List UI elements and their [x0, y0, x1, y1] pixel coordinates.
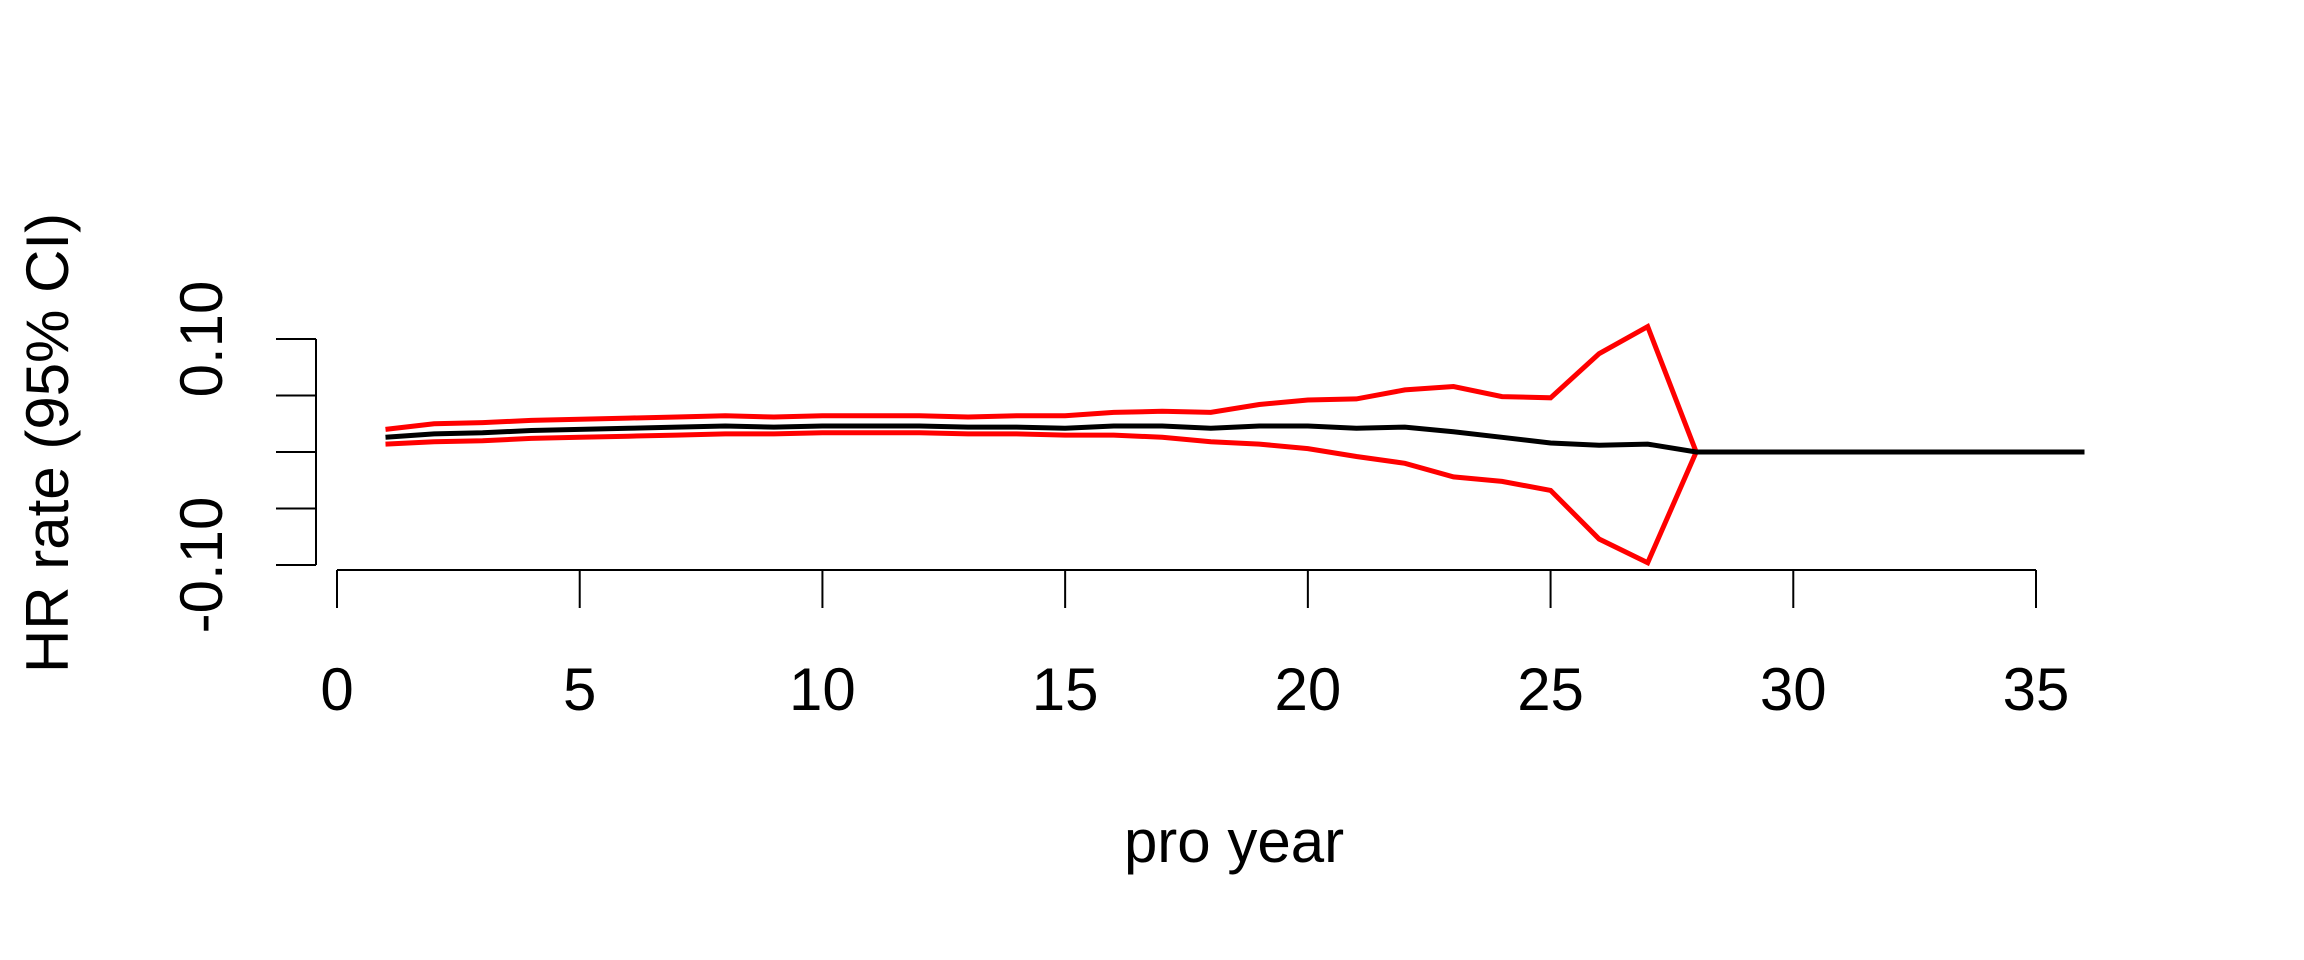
x-tick-label: 25 [1517, 656, 1584, 723]
y-tick-label: 0.10 [168, 281, 235, 398]
series-layer [385, 323, 2085, 567]
series-line-estimate [385, 423, 2085, 455]
x-tick-label: 5 [563, 656, 596, 723]
y-tick-label: -0.10 [168, 497, 235, 634]
x-tick-label: 10 [789, 656, 856, 723]
x-tick-label: 20 [1274, 656, 1341, 723]
y-axis: -0.10 0.10 [168, 281, 317, 634]
x-tick-label: 35 [2003, 656, 2070, 723]
x-tick-label: 0 [320, 656, 353, 723]
series-line-upper-ci [385, 323, 2085, 455]
x-axis: 0 5 10 15 20 25 30 35 [320, 569, 2070, 723]
x-axis-title: pro year [1124, 808, 1344, 875]
x-tick-label: 30 [1760, 656, 1827, 723]
x-tick-label: 15 [1032, 656, 1099, 723]
y-axis-title: HR rate (95% CI) [14, 213, 81, 673]
